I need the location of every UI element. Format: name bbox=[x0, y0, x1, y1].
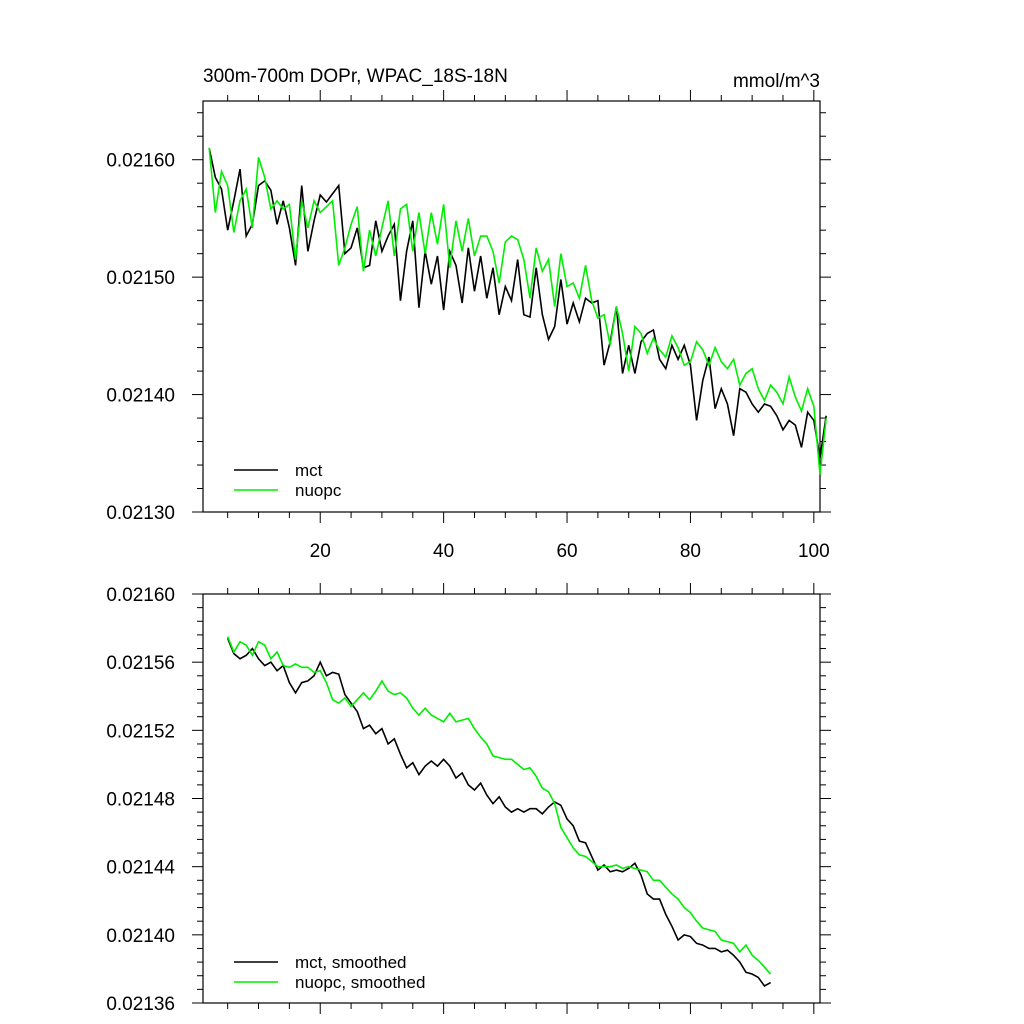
x-tick-label: 40 bbox=[433, 541, 454, 562]
x-tick-label: 20 bbox=[310, 541, 331, 562]
y-tick-label: 0.02152 bbox=[106, 721, 175, 742]
series-line-nuopc-smoothed bbox=[226, 636, 772, 975]
series-line-nuopc bbox=[208, 147, 827, 475]
x-tick-label: 60 bbox=[556, 541, 577, 562]
y-tick-label: 0.02156 bbox=[106, 653, 175, 674]
y-tick-label: 0.02160 bbox=[106, 151, 175, 172]
units-label: mmol/m^3 bbox=[733, 71, 820, 92]
y-tick-label: 0.02130 bbox=[106, 503, 175, 524]
y-tick-label: 0.02160 bbox=[106, 585, 175, 606]
series-line-mct-smoothed bbox=[226, 638, 772, 988]
top-panel: 0.02130 0.02140 0.02150 0.02160 20 40 60 80 100 m… bbox=[106, 90, 831, 562]
x-tick-label: 80 bbox=[680, 541, 701, 562]
x-tick-label: 100 bbox=[798, 541, 830, 562]
y-tick-label: 0.02148 bbox=[106, 790, 175, 811]
y-tick-label: 0.02150 bbox=[106, 268, 175, 289]
legend-label: mct bbox=[295, 461, 323, 480]
y-tick-label: 0.02140 bbox=[106, 926, 175, 947]
y-tick-label: 0.02140 bbox=[106, 386, 175, 407]
figure-title: 300m-700m DOPr, WPAC_18S-18N bbox=[203, 66, 508, 87]
y-tick-label: 0.02144 bbox=[106, 858, 175, 879]
plot-frame bbox=[202, 100, 821, 513]
bottom-panel: 0.02136 0.02140 0.02144 0.02148 0.02152 0.021… bbox=[106, 583, 831, 1015]
legend-label: nuopc bbox=[295, 481, 342, 500]
series-line-mct bbox=[208, 147, 827, 459]
legend-label: mct, smoothed bbox=[295, 953, 407, 972]
legend-label: nuopc, smoothed bbox=[295, 973, 425, 992]
y-tick-label: 0.02136 bbox=[106, 994, 175, 1015]
